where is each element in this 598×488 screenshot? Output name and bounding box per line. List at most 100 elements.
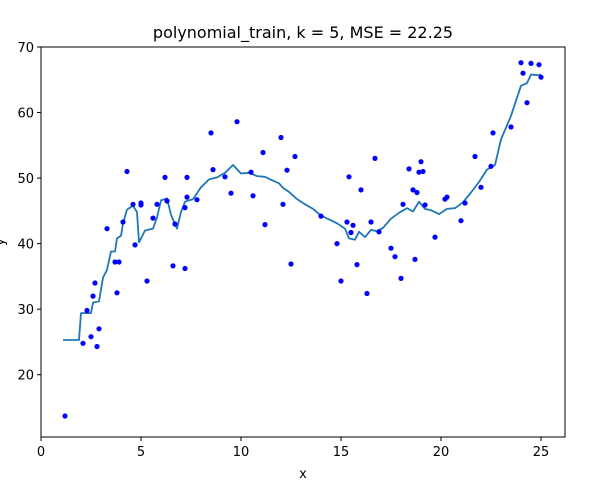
data-point [112,259,118,265]
data-point [94,343,100,350]
data-point [346,174,352,180]
data-point [130,201,136,207]
y-axis-label: y [0,238,8,246]
data-point [164,198,170,204]
data-point [338,278,344,284]
data-point [84,307,90,314]
data-point [348,229,354,236]
data-point [182,265,188,272]
data-point [488,163,494,169]
y-tick-label: 50 [17,172,34,187]
data-point [318,213,324,219]
y-tick-label: 40 [17,238,34,253]
data-point [344,219,350,225]
y-tick-label: 70 [17,41,34,56]
data-point [538,74,544,80]
data-point [350,222,356,228]
data-point [358,187,364,193]
y-tick-label: 30 [17,303,34,318]
data-point [80,340,86,346]
data-point [194,197,200,203]
data-point [388,245,394,251]
data-point [536,62,542,68]
data-point [184,194,190,200]
data-point [280,201,286,207]
data-point [92,280,98,286]
data-point [210,167,216,173]
data-point [414,189,420,196]
data-point [288,261,294,267]
data-point [172,221,178,227]
data-point [444,194,450,200]
data-point [354,262,360,268]
data-point [420,168,426,175]
data-point [138,200,144,206]
data-point [372,155,378,161]
data-point [418,159,424,165]
data-point [222,174,228,180]
data-point [400,201,406,207]
chart-title: polynomial_train, k = 5, MSE = 22.25 [153,23,453,43]
data-point [262,222,268,228]
data-point [412,256,418,262]
data-point [458,218,464,224]
data-point [90,293,96,299]
data-point [150,215,156,221]
fit-line [63,73,542,341]
data-point [398,275,404,281]
data-point [518,60,524,66]
data-point [116,259,122,265]
data-point [520,70,526,76]
data-point [376,229,382,235]
data-point [208,130,214,136]
y-tick-label: 60 [17,107,34,122]
x-tick-label: 15 [333,445,350,460]
data-point [278,134,284,141]
data-point [472,153,478,160]
data-point [162,174,168,180]
data-point [478,184,484,190]
data-point [406,166,412,172]
x-tick-label: 5 [137,445,145,460]
data-point [62,413,68,419]
data-point [88,334,94,340]
data-point [292,153,298,160]
data-point [124,168,130,175]
data-point [432,234,438,240]
data-point [104,226,110,232]
data-point [228,190,234,196]
data-point [422,202,428,208]
x-tick-label: 25 [533,445,550,460]
data-point [132,242,138,248]
data-point [524,100,530,106]
data-point [284,167,290,173]
data-point [234,119,240,125]
data-point [364,290,370,297]
data-point [120,219,126,225]
data-point [260,149,266,156]
data-point [490,130,496,136]
x-tick-label: 10 [233,445,250,460]
data-point [154,201,160,207]
y-tick-label: 20 [17,369,34,384]
data-point [184,174,190,180]
data-point [528,60,534,66]
data-point [114,290,120,296]
data-point [368,219,374,225]
x-axis-label: x [299,467,307,482]
data-point [182,205,188,211]
data-point [334,241,340,247]
data-point [248,169,254,175]
data-point [416,169,422,175]
data-point [508,124,514,130]
axes-frame [40,46,566,438]
x-tick-label: 0 [37,445,45,460]
data-point [144,278,150,284]
data-point [410,187,416,193]
data-point [96,326,102,332]
data-point [170,263,176,269]
data-point [392,254,398,260]
x-tick-label: 20 [433,445,450,460]
data-point [462,200,468,206]
